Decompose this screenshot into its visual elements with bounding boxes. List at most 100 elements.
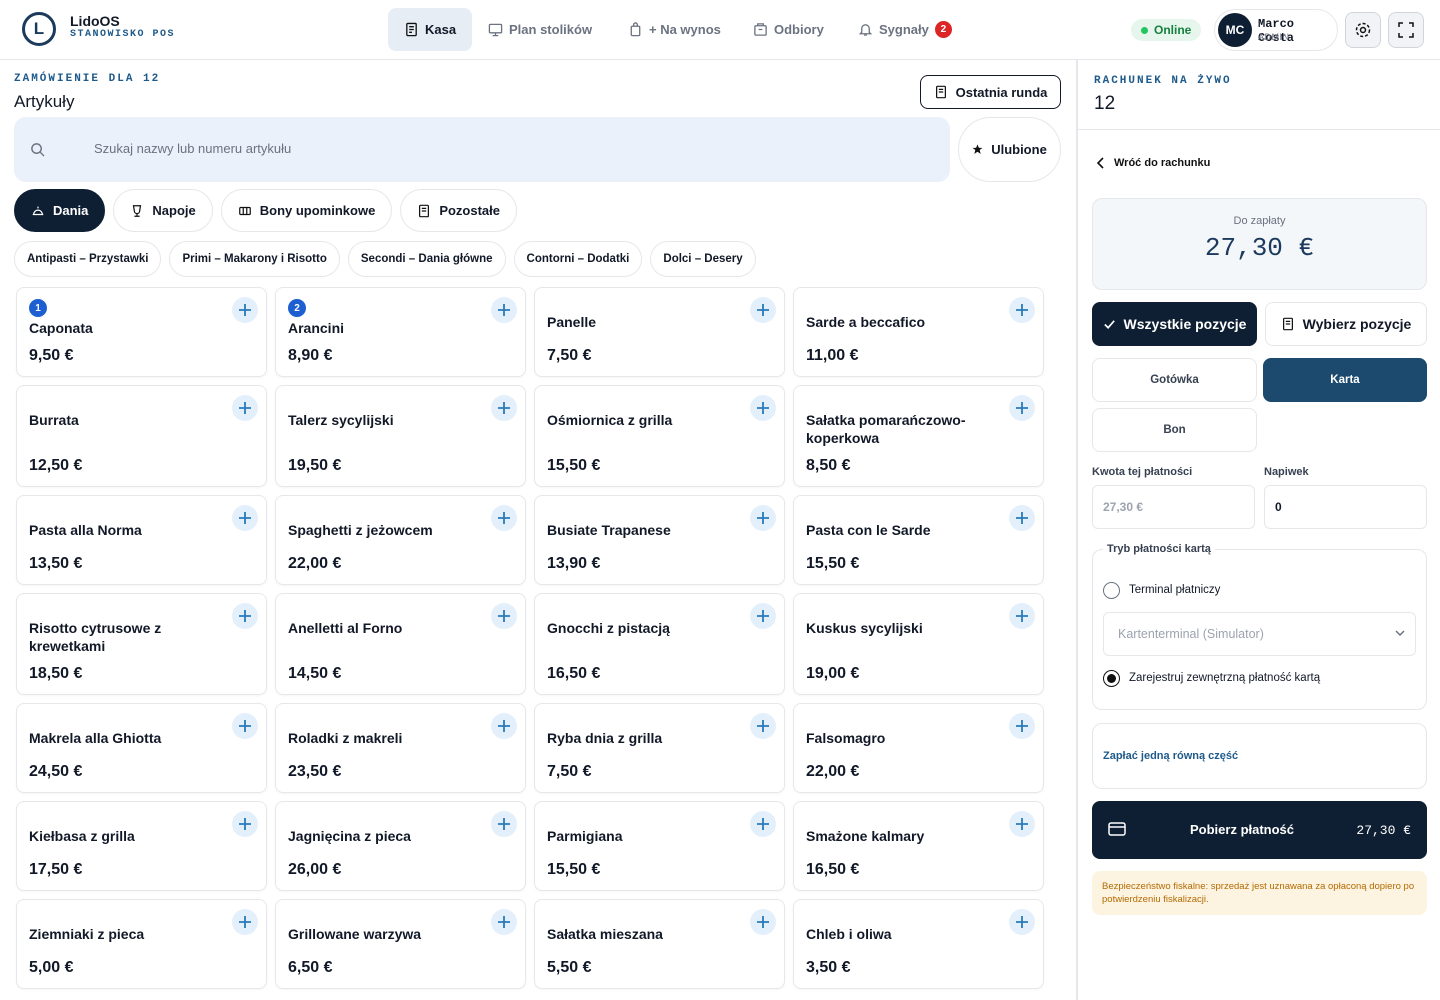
item-card[interactable]: Sałatka mieszana 5,50 € [534, 899, 785, 989]
item-card[interactable]: Busiate Trapanese 13,90 € [534, 495, 785, 585]
quantity-badge: 2 [288, 299, 306, 317]
item-card[interactable]: Sałatka pomarańczowo-koperkowa 8,50 € [793, 385, 1044, 487]
search-field[interactable]: Szukaj nazwy lub numeru artykułu [14, 117, 950, 182]
item-card[interactable]: Burrata 12,50 € [16, 385, 267, 487]
add-button[interactable] [232, 811, 258, 837]
settings-button[interactable] [1345, 12, 1381, 48]
plus-icon [757, 720, 769, 732]
split-link[interactable]: Zapłać jedną równą część [1103, 750, 1239, 762]
subcategory-chip[interactable]: Primi – Makarony i Risotto [169, 241, 340, 277]
add-button[interactable] [232, 395, 258, 421]
item-price: 5,50 € [547, 959, 592, 976]
item-card[interactable]: Gnocchi z pistacją 16,50 € [534, 593, 785, 695]
item-card[interactable]: Parmigiana 15,50 € [534, 801, 785, 891]
item-card[interactable]: Ośmiornica z grilla 15,50 € [534, 385, 785, 487]
method-button[interactable]: Gotówka [1092, 358, 1257, 402]
category-tab[interactable]: Pozostałe [400, 189, 517, 232]
add-button[interactable] [750, 713, 776, 739]
method-button[interactable]: Bon [1092, 408, 1257, 452]
item-card[interactable]: Grillowane warzywa 6,50 € [275, 899, 526, 989]
nav-tab[interactable]: Sygnały 2 [842, 8, 968, 51]
category-tab[interactable]: Napoje [113, 189, 213, 232]
nav-tab[interactable]: Kasa [388, 8, 473, 51]
add-button[interactable] [232, 713, 258, 739]
pay-button[interactable]: Pobierz płatność 27,30 € [1092, 801, 1427, 859]
category-tab[interactable]: Dania [14, 189, 106, 232]
add-button[interactable] [1009, 909, 1035, 935]
add-button[interactable] [1009, 603, 1035, 629]
nav-tab[interactable]: Plan stolików [472, 8, 608, 51]
tab-label: Pozostałe [439, 203, 500, 218]
add-button[interactable] [750, 505, 776, 531]
item-card[interactable]: Jagnięcina z pieca 26,00 € [275, 801, 526, 891]
add-button[interactable] [1009, 811, 1035, 837]
plus-path [239, 610, 251, 622]
item-card[interactable]: Falsomagro 22,00 € [793, 703, 1044, 793]
fullscreen-button[interactable] [1388, 12, 1424, 48]
subcategory-chip[interactable]: Contorni – Dodatki [513, 241, 643, 277]
add-button[interactable] [750, 395, 776, 421]
item-card[interactable]: 2 Arancini 8,90 € [275, 287, 526, 377]
item-price: 19,00 € [806, 665, 860, 682]
add-button[interactable] [232, 603, 258, 629]
item-card[interactable]: Roladki z makreli 23,50 € [275, 703, 526, 793]
radio[interactable] [1103, 582, 1120, 599]
add-button[interactable] [491, 297, 517, 323]
all-items-button[interactable]: Wszystkie pozycje [1092, 302, 1257, 346]
add-button[interactable] [1009, 297, 1035, 323]
back-link[interactable]: Wróć do rachunku [1096, 157, 1210, 169]
add-button[interactable] [232, 909, 258, 935]
add-button[interactable] [491, 395, 517, 421]
item-card[interactable]: Chleb i oliwa 3,50 € [793, 899, 1044, 989]
item-card[interactable]: Talerz sycylijski 19,50 € [275, 385, 526, 487]
item-price: 8,50 € [806, 457, 851, 474]
amount-input[interactable]: 27,30 € [1092, 485, 1255, 529]
add-button[interactable] [750, 297, 776, 323]
last-round-button[interactable]: Ostatnia runda [920, 75, 1061, 109]
item-price: 13,90 € [547, 555, 601, 572]
item-card[interactable]: Anelletti al Forno 14,50 € [275, 593, 526, 695]
choose-items-button[interactable]: Wybierz pozycje [1265, 302, 1427, 346]
split-box[interactable]: Zapłać jedną równą część [1092, 723, 1427, 789]
add-button[interactable] [1009, 505, 1035, 531]
add-button[interactable] [491, 713, 517, 739]
item-card[interactable]: Ryba dnia z grilla 7,50 € [534, 703, 785, 793]
method-button[interactable]: Karta [1263, 358, 1427, 402]
item-card[interactable]: 1 Caponata 9,50 € [16, 287, 267, 377]
item-card[interactable]: Ziemniaki z pieca 5,00 € [16, 899, 267, 989]
subcategory-chip[interactable]: Antipasti – Przystawki [14, 241, 162, 277]
subcategory-chip[interactable]: Secondi – Dania główne [347, 241, 506, 277]
add-button[interactable] [1009, 713, 1035, 739]
add-button[interactable] [750, 811, 776, 837]
favorites-button[interactable]: Ulubione [958, 117, 1061, 182]
add-button[interactable] [232, 297, 258, 323]
add-button[interactable] [491, 603, 517, 629]
tip-input[interactable]: 0 [1264, 485, 1427, 529]
item-card[interactable]: Kiełbasa z grilla 17,50 € [16, 801, 267, 891]
nav-tab[interactable]: Odbiory [737, 8, 840, 51]
subcategory-chip[interactable]: Dolci – Desery [650, 241, 756, 277]
item-card[interactable]: Makrela alla Ghiotta 24,50 € [16, 703, 267, 793]
item-card[interactable]: Smażone kalmary 16,50 € [793, 801, 1044, 891]
item-card[interactable]: Risotto cytrusowe z krewetkami 18,50 € [16, 593, 267, 695]
terminal-select[interactable]: Kartenterminal (Simulator) [1103, 612, 1416, 656]
category-tab[interactable]: Bony upominkowe [220, 189, 393, 232]
add-button[interactable] [750, 909, 776, 935]
item-card[interactable]: Panelle 7,50 € [534, 287, 785, 377]
item-card[interactable]: Spaghetti z jeżowcem 22,00 € [275, 495, 526, 585]
plus-path [757, 610, 769, 622]
amount-label: Kwota tej płatności [1092, 466, 1193, 478]
add-button[interactable] [232, 505, 258, 531]
add-button[interactable] [491, 811, 517, 837]
user-pill[interactable]: MC Marco Costa ADMIN [1214, 9, 1338, 51]
add-button[interactable] [491, 909, 517, 935]
add-button[interactable] [491, 505, 517, 531]
item-card[interactable]: Pasta alla Norma 13,50 € [16, 495, 267, 585]
add-button[interactable] [750, 603, 776, 629]
add-button[interactable] [1009, 395, 1035, 421]
item-card[interactable]: Sarde a beccafico 11,00 € [793, 287, 1044, 377]
item-card[interactable]: Pasta con le Sarde 15,50 € [793, 495, 1044, 585]
item-card[interactable]: Kuskus sycylijski 19,00 € [793, 593, 1044, 695]
radio-checked[interactable] [1103, 670, 1120, 687]
nav-tab[interactable]: + Na wynos [612, 8, 737, 51]
